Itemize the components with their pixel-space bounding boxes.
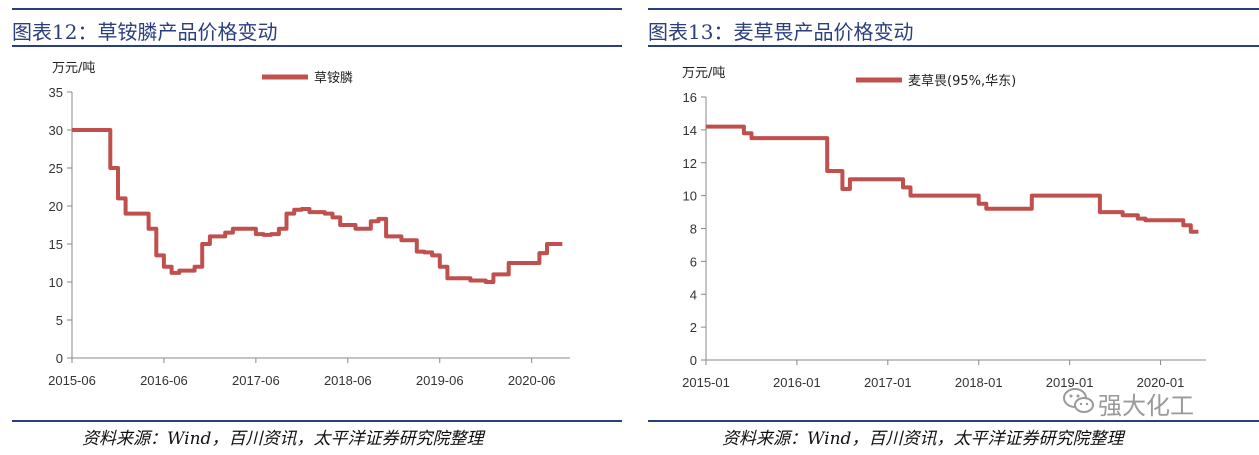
- y-tick-label: 10: [49, 275, 63, 290]
- source-rule: [12, 420, 622, 422]
- source-note: 资料来源：Wind，百川资讯，太平洋证券研究院整理: [82, 429, 484, 449]
- title-rule-bottom: [648, 45, 1259, 47]
- title-rule-top: [12, 8, 622, 10]
- title-bar: 图表12：草铵膦产品价格变动: [12, 8, 622, 47]
- y-unit-label: 万元/吨: [682, 66, 725, 81]
- chart-title: 图表12：草铵膦产品价格变动: [12, 20, 278, 44]
- line-chart-dicamba: 万元/吨 0 2 4 6 8 10 12 14 16 2015-01 2016-01 2017-01 20…: [682, 66, 1206, 390]
- y-tick-label: 35: [49, 85, 63, 100]
- title-rule-top: [648, 8, 1259, 10]
- y-tick-label: 0: [690, 353, 697, 368]
- legend-label: 草铵膦: [314, 71, 353, 86]
- wechat-icon: [1063, 388, 1094, 413]
- x-tick-label: 2020-01: [1137, 375, 1185, 390]
- x-tick-label: 2019-01: [1046, 375, 1094, 390]
- title-rule-bottom: [12, 45, 622, 47]
- wechat-watermark: 强大化工: [1062, 384, 1232, 420]
- x-tick-label: 2017-06: [232, 373, 280, 388]
- chart-panel-left: 图表12：草铵膦产品价格变动 万元/吨 0 5 10 15 20 25 30 35 2015-06…: [0, 0, 622, 455]
- chart-title: 图表13：麦草畏产品价格变动: [648, 20, 914, 44]
- y-tick-label: 5: [56, 313, 63, 328]
- series-line: [706, 124, 1199, 234]
- x-tick-label: 2015-01: [682, 375, 730, 390]
- title-bar: 图表13：麦草畏产品价格变动: [648, 8, 1259, 47]
- y-tick-label: 14: [683, 123, 697, 138]
- y-tick-label: 15: [49, 237, 63, 252]
- chart-panel-right: 图表13：麦草畏产品价格变动 万元/吨 0 2 4 6 8 10 12 14 16 2015-01 2…: [636, 0, 1259, 455]
- legend-label: 麦草畏(95%,华东): [908, 74, 1016, 89]
- x-tick-label: 2015-06: [48, 373, 96, 388]
- y-tick-label: 2: [690, 320, 697, 335]
- y-unit-label: 万元/吨: [52, 61, 95, 76]
- y-tick-label: 8: [690, 222, 697, 237]
- y-tick-label: 30: [49, 123, 63, 138]
- y-tick-label: 20: [49, 199, 63, 214]
- x-tick-label: 2019-06: [416, 373, 464, 388]
- x-tick-label: 2018-01: [955, 375, 1003, 390]
- y-tick-label: 25: [49, 161, 63, 176]
- line-chart-glufosinate: 万元/吨 0 5 10 15 20 25 30 35 2015-06 2016-06 2017-06 2…: [48, 61, 570, 388]
- x-tick-label: 2016-01: [773, 375, 821, 390]
- x-tick-label: 2020-06: [508, 373, 556, 388]
- series-line: [72, 128, 563, 284]
- y-tick-label: 10: [683, 189, 697, 204]
- y-tick-label: 0: [56, 351, 63, 366]
- x-tick-label: 2018-06: [324, 373, 372, 388]
- source-note: 资料来源：Wind，百川资讯，太平洋证券研究院整理: [722, 429, 1124, 449]
- y-tick-label: 16: [683, 90, 697, 105]
- source-rule: [648, 420, 1259, 422]
- x-tick-label: 2017-01: [864, 375, 912, 390]
- y-tick-label: 12: [683, 156, 697, 171]
- y-tick-label: 6: [690, 254, 697, 269]
- y-tick-label: 4: [690, 287, 697, 302]
- watermark-text: 强大化工: [1098, 392, 1194, 420]
- x-tick-label: 2016-06: [140, 373, 188, 388]
